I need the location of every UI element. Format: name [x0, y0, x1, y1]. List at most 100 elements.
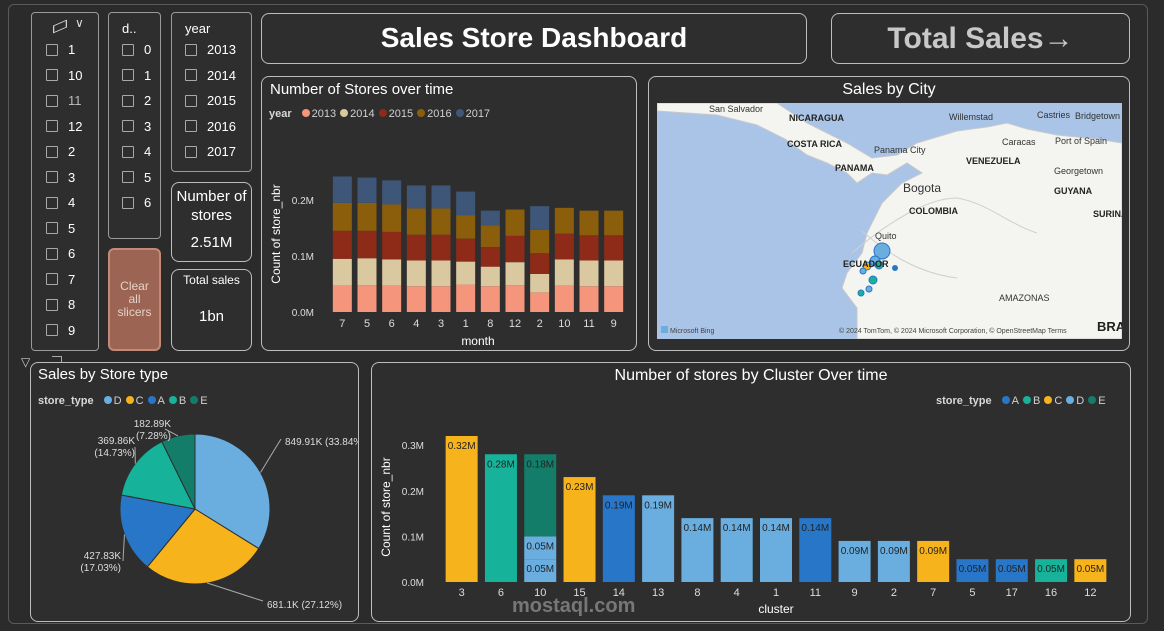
- map-label: Quito: [875, 231, 897, 241]
- nav-label: Total Sales→: [887, 22, 1074, 55]
- checkbox[interactable]: [46, 222, 58, 234]
- slicer-item-label: 5: [144, 169, 152, 185]
- checkbox[interactable]: [185, 69, 197, 81]
- slicer-item-0[interactable]: 0: [122, 42, 151, 57]
- total-sales-nav-button[interactable]: Total Sales→: [831, 13, 1130, 64]
- checkbox[interactable]: [185, 145, 197, 158]
- slicer-item-4[interactable]: 4: [46, 195, 75, 210]
- slicer-item-6[interactable]: 6: [122, 195, 151, 210]
- expand-icon[interactable]: [52, 356, 62, 362]
- card-value: 2.51M: [190, 234, 233, 251]
- map-label: GUYANA: [1054, 186, 1093, 196]
- bar-segment: [579, 235, 599, 261]
- checkbox[interactable]: [46, 247, 58, 260]
- x-tick-label: 7: [930, 587, 936, 599]
- slicer-item-label: 4: [68, 195, 76, 210]
- x-tick-label: 1: [463, 318, 469, 330]
- checkbox[interactable]: [122, 171, 134, 183]
- checkbox[interactable]: [46, 324, 58, 336]
- slicer-item-2017[interactable]: 2017: [185, 144, 236, 159]
- legend-title: year: [269, 108, 292, 120]
- bar-segment: [602, 495, 635, 582]
- legend-label: A: [157, 395, 165, 407]
- data-label: 0.23M: [566, 482, 594, 493]
- slicer-item-2015[interactable]: 2015: [185, 93, 236, 108]
- slicer-item-2[interactable]: 2: [46, 144, 75, 159]
- year-slicer[interactable]: year 2013 2014 2015 2016 2017: [171, 12, 252, 172]
- slicer-item-1[interactable]: 1: [46, 42, 75, 57]
- x-tick-label: 14: [613, 587, 625, 599]
- slicer-item-10[interactable]: 10: [46, 68, 82, 83]
- slicer-item-5[interactable]: 5: [122, 170, 151, 185]
- legend-label: A: [1011, 395, 1019, 407]
- stores-over-time-chart: 0.0M 0.1M 0.2M 7 5 6 4 3 1 8 12 2 10 11 9 month Count of…: [269, 176, 624, 348]
- y-axis-label: Count of store_nbr: [379, 457, 393, 556]
- slicer-item-4[interactable]: 4: [122, 144, 151, 159]
- legend-label: 2016: [427, 108, 452, 120]
- map-label: Caracas: [1002, 137, 1036, 147]
- data-label: 0.05M: [526, 564, 554, 575]
- map-label: Panama City: [874, 145, 926, 155]
- checkbox[interactable]: [122, 94, 134, 107]
- data-label: 182.89K: [134, 419, 172, 430]
- x-tick-label: 12: [1084, 587, 1096, 599]
- d-slicer[interactable]: d.. 0 1 2 3 4 5 6: [108, 12, 161, 239]
- checkbox[interactable]: [122, 69, 134, 81]
- legend-swatch: [455, 109, 464, 117]
- checkbox[interactable]: [46, 196, 58, 209]
- slicer-item-11[interactable]: 11: [46, 93, 82, 108]
- checkbox[interactable]: [46, 120, 58, 132]
- x-tick-label: 5: [364, 318, 370, 330]
- checkbox[interactable]: [122, 43, 134, 56]
- eraser-icon[interactable]: [53, 19, 67, 34]
- checkbox[interactable]: [122, 196, 134, 209]
- bar-segment: [480, 225, 500, 248]
- checkbox[interactable]: [185, 120, 197, 132]
- legend-title: store_type: [38, 395, 94, 407]
- slicer-item-3[interactable]: 3: [122, 119, 151, 134]
- checkbox[interactable]: [122, 120, 134, 132]
- checkbox[interactable]: [46, 273, 58, 285]
- slicer-item-2014[interactable]: 2014: [185, 68, 236, 83]
- checkbox[interactable]: [185, 94, 197, 107]
- checkbox[interactable]: [46, 94, 58, 107]
- checkbox[interactable]: [46, 171, 58, 183]
- data-label: 0.14M: [801, 523, 829, 534]
- slicer-item-label: 3: [144, 118, 152, 134]
- bar-segment: [332, 285, 352, 312]
- chart-legend: store_type D C A B E: [38, 395, 208, 407]
- slicer-item-6[interactable]: 6: [46, 246, 75, 261]
- checkbox[interactable]: [185, 43, 197, 56]
- store-number-slicer[interactable]: ∨ 1 10 11 12 2 3 4 5 6 7 8 9: [31, 12, 99, 351]
- sales-by-city-map[interactable]: San Salvador NICARAGUA COSTA RICA Panama Ci…: [657, 103, 1122, 339]
- slicer-item-2[interactable]: 2: [122, 93, 151, 108]
- slicer-item-9[interactable]: 9: [46, 323, 75, 338]
- x-tick-label: 2: [537, 318, 543, 330]
- stores-by-cluster-panel: Number of stores by Cluster Over time st…: [371, 362, 1131, 622]
- bar-segment: [524, 454, 557, 537]
- checkbox[interactable]: [122, 145, 134, 158]
- slicer-item-2016[interactable]: 2016: [185, 119, 236, 134]
- bar-segment: [681, 518, 714, 582]
- card-label: Number of stores: [176, 188, 247, 224]
- checkbox[interactable]: [46, 145, 58, 158]
- checkbox[interactable]: [46, 69, 58, 81]
- checkbox[interactable]: [46, 43, 58, 56]
- slicer-item-2013[interactable]: 2013: [185, 42, 236, 57]
- slicer-item-8[interactable]: 8: [46, 297, 75, 312]
- slicer-item-label: 0: [144, 42, 152, 57]
- slicer-item-label: 11: [68, 93, 82, 108]
- filter-icon[interactable]: ▽: [21, 355, 31, 369]
- slicer-item-7[interactable]: 7: [46, 272, 75, 287]
- chevron-down-icon[interactable]: ∨: [75, 16, 84, 30]
- y-tick-label: 0.1M: [292, 252, 314, 263]
- slicer-item-5[interactable]: 5: [46, 221, 75, 236]
- bar-segment: [760, 518, 792, 582]
- x-tick-label: 5: [969, 587, 975, 599]
- slicer-item-12[interactable]: 12: [46, 119, 82, 134]
- slicer-item-3[interactable]: 3: [46, 170, 75, 185]
- y-tick-label: 0.0M: [402, 578, 424, 589]
- checkbox[interactable]: [46, 298, 58, 311]
- clear-all-slicers-button[interactable]: Clear all slicers: [108, 248, 161, 351]
- slicer-item-1[interactable]: 1: [122, 68, 151, 83]
